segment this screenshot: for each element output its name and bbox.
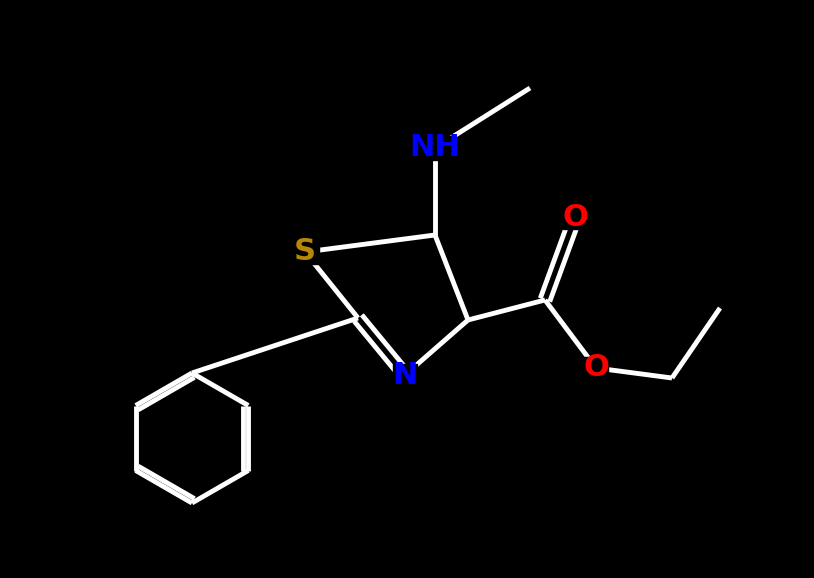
Bar xyxy=(584,357,608,379)
Text: O: O xyxy=(562,203,588,232)
Bar xyxy=(563,207,587,229)
Text: NH: NH xyxy=(409,134,461,162)
Text: O: O xyxy=(583,354,609,383)
Text: N: N xyxy=(392,361,418,390)
Bar xyxy=(393,364,417,386)
Text: S: S xyxy=(294,238,316,266)
Bar xyxy=(291,240,319,264)
Bar xyxy=(416,136,454,160)
